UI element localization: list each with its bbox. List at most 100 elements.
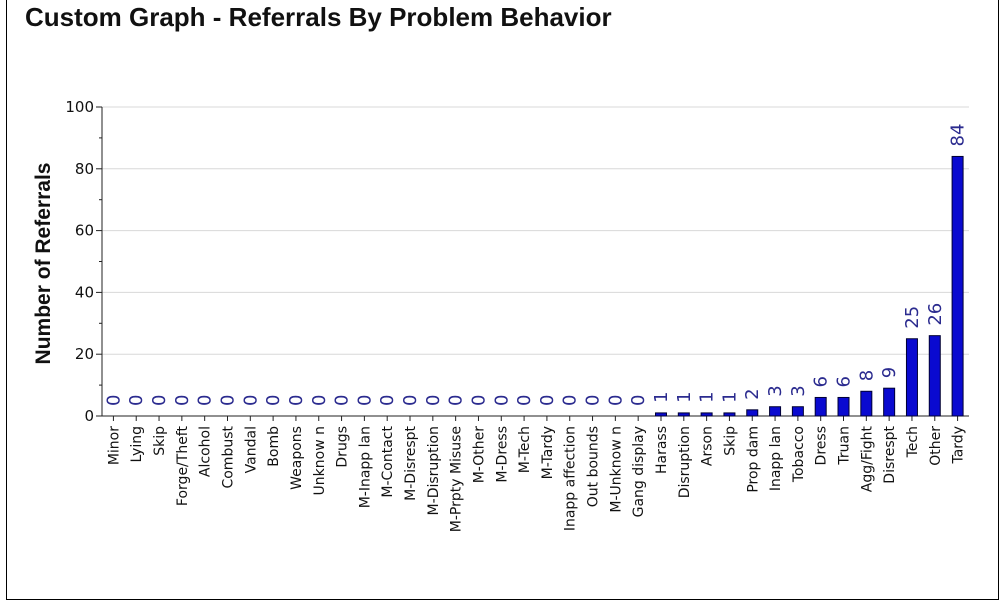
x-category-label: Inapp affection <box>563 426 579 531</box>
data-label: 2 <box>742 388 763 399</box>
x-category-label: Combust <box>220 425 236 488</box>
data-label: 6 <box>834 376 855 387</box>
y-axis-title: Number of Referrals <box>32 163 55 365</box>
data-label: 0 <box>468 395 489 406</box>
data-label: 0 <box>400 395 421 406</box>
x-category-label: M-Tardy <box>540 426 556 479</box>
x-category-label: Lying <box>129 426 145 462</box>
y-tick-label: 0 <box>84 407 94 425</box>
x-category-label: M-Disrespt <box>403 425 419 500</box>
x-category-label: Skip <box>722 426 738 456</box>
data-label: 0 <box>195 395 216 406</box>
x-category-label: Arson <box>700 426 716 466</box>
data-label: 0 <box>514 395 535 406</box>
x-category-label: Disrespt <box>882 425 898 483</box>
data-label: 1 <box>697 391 718 402</box>
data-labels: 0 0 0 0 0 0 0 0 0 0 0 0 0 0 0 0 0 0 0 0 0 0 0 0 1 1 1 1 2 3 36 68 925 268… <box>103 124 968 406</box>
x-category-label: Disruption <box>677 426 693 498</box>
data-label: 0 <box>537 395 558 406</box>
data-label: 0 <box>628 395 649 406</box>
y-tick-label: 40 <box>75 283 94 301</box>
bar <box>723 412 736 417</box>
x-category-label: Other <box>928 426 944 466</box>
y-tick-label: 80 <box>75 160 94 178</box>
data-label: 1 <box>719 391 740 402</box>
bar <box>928 335 941 417</box>
data-label: 1 <box>651 391 672 402</box>
x-category-label: Alcohol <box>198 426 214 477</box>
bar <box>791 406 804 417</box>
data-label: 0 <box>446 395 467 406</box>
bar <box>860 390 873 417</box>
x-category-label: M-Tech <box>517 426 533 473</box>
data-label: 0 <box>309 395 330 406</box>
x-category-label: M-Contact <box>380 425 396 497</box>
bar <box>951 155 964 417</box>
x-category-label: Dress <box>814 426 830 465</box>
x-category-label: Tobacco <box>791 426 807 483</box>
y-tick-label: 60 <box>75 222 94 240</box>
y-tick-label: 20 <box>75 345 94 363</box>
x-category-label: Gang display <box>631 426 647 517</box>
data-label: 1 <box>674 391 695 402</box>
x-category-label: M-Disruption <box>426 426 442 515</box>
bar <box>883 387 896 417</box>
x-category-label: Bomb <box>266 426 282 467</box>
x-category-label: Prop dam <box>745 426 761 493</box>
data-label: 0 <box>286 395 307 406</box>
data-label: 3 <box>765 385 786 396</box>
data-label: 0 <box>103 395 124 406</box>
data-label: 84 <box>948 124 969 147</box>
data-label: 25 <box>902 306 923 329</box>
data-label: 26 <box>925 303 946 326</box>
x-category-label: Skip <box>152 426 168 456</box>
x-category-label: Forge/Theft <box>175 425 191 506</box>
data-label: 0 <box>560 395 581 406</box>
grid-lines <box>102 106 969 355</box>
x-category-label: Tardy <box>951 426 967 465</box>
bar <box>677 412 690 417</box>
data-label: 9 <box>879 367 900 378</box>
data-label: 0 <box>217 395 238 406</box>
data-label: 0 <box>172 395 193 406</box>
data-label: 3 <box>788 385 809 396</box>
category-labels: Minor Lying Skip Forge/Theft Alcohol Combust V… <box>106 425 966 532</box>
chart-frame: Custom Graph - Referrals By Problem Beha… <box>6 0 999 600</box>
x-category-label: Unknow n <box>312 426 328 495</box>
bar <box>654 412 667 417</box>
y-tick-label: 100 <box>65 98 94 116</box>
x-category-label: M-Dress <box>494 426 510 483</box>
data-label: 0 <box>263 395 284 406</box>
x-category-label: Out bounds <box>586 426 602 507</box>
x-category-label: Harass <box>654 426 670 474</box>
bars <box>654 155 964 417</box>
x-category-label: M-Other <box>471 426 487 484</box>
x-category-label: Agg/Fight <box>859 425 875 492</box>
x-category-label: M-Prpty Misuse <box>449 426 465 532</box>
data-label: 0 <box>605 395 626 406</box>
data-label: 8 <box>856 370 877 381</box>
bar <box>905 338 918 417</box>
x-category-label: Inapp lan <box>768 426 784 491</box>
bar <box>700 412 713 417</box>
x-category-label: M-Inapp lan <box>357 426 373 508</box>
x-category-label: Tech <box>905 426 921 458</box>
x-category-label: Weapons <box>289 426 305 490</box>
data-label: 0 <box>332 395 353 406</box>
data-label: 0 <box>126 395 147 406</box>
x-category-label: Drugs <box>335 426 351 468</box>
x-category-label: Truan <box>837 426 853 466</box>
data-label: 0 <box>491 395 512 406</box>
bar <box>769 406 782 417</box>
data-label: 6 <box>811 376 832 387</box>
data-label: 0 <box>240 395 261 406</box>
x-category-label: Vandal <box>243 426 259 473</box>
data-label: 0 <box>377 395 398 406</box>
x-category-label: Minor <box>106 426 122 465</box>
chart-title: Custom Graph - Referrals By Problem Beha… <box>25 2 612 32</box>
bar <box>814 396 827 417</box>
data-label: 0 <box>149 395 170 406</box>
x-category-label: M-Unknow n <box>608 426 624 513</box>
